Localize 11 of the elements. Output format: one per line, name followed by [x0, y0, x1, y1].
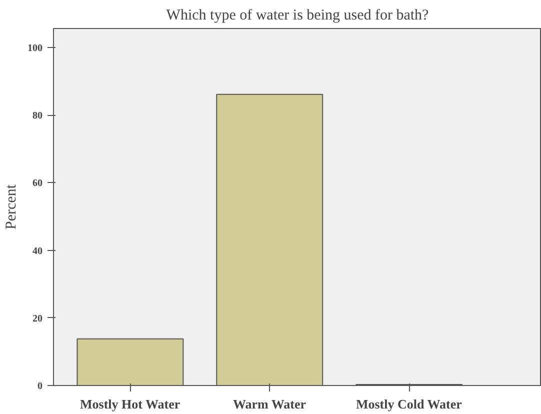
x-tick-label: Mostly Hot Water [80, 396, 180, 412]
y-axis-title: Percent [4, 184, 20, 230]
y-tick-label: 80 [32, 110, 42, 122]
x-tick-label: Mostly Cold Water [356, 396, 462, 412]
y-tick-label: 100 [28, 42, 42, 54]
x-tick-label: Warm Water [232, 396, 306, 412]
y-tick-label: 40 [32, 246, 42, 257]
y-tick-label: 20 [32, 313, 42, 324]
y-tick-label: 0 [38, 381, 42, 392]
chart-title: Which type of water is being used for bath? [166, 8, 430, 24]
y-tick-label: 60 [32, 178, 42, 190]
